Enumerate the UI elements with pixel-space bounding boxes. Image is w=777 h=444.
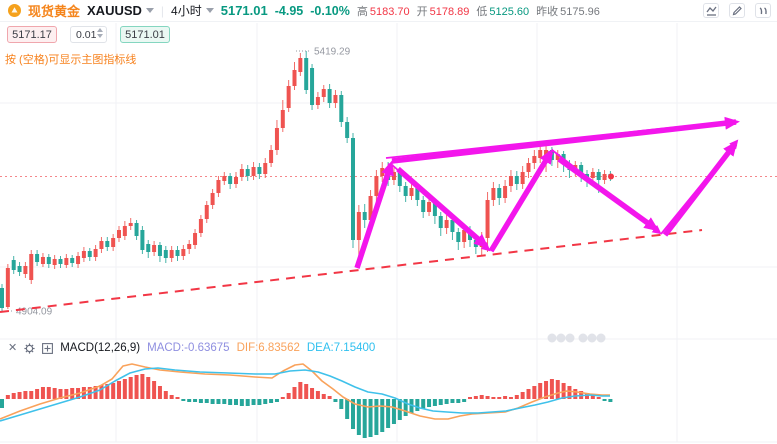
step-value: 0.01 bbox=[76, 28, 97, 41]
last-price: 5171.01 bbox=[220, 3, 268, 18]
gold-coin-icon bbox=[8, 4, 21, 17]
dea-value: DEA:7.15400 bbox=[306, 342, 376, 354]
support-trendline[interactable] bbox=[0, 229, 703, 313]
watermark-dots bbox=[547, 333, 606, 343]
gridlines bbox=[0, 23, 777, 443]
drawing-tools-button[interactable] bbox=[729, 3, 745, 18]
stat-open: 开 5178.89 bbox=[416, 5, 470, 18]
step-up-icon[interactable] bbox=[97, 28, 103, 32]
macd-histogram bbox=[0, 374, 613, 438]
quotes-icon bbox=[759, 6, 767, 14]
quote-header: 现货黄金 XAUUSD | 4小时 5171.01 -4.95 -0.10% 高… bbox=[0, 0, 777, 22]
stepper-arrows bbox=[97, 28, 103, 38]
low-price-label: 4904.09 bbox=[16, 307, 53, 318]
indicator-chart-icon bbox=[705, 6, 717, 16]
pencil-draw-icon bbox=[732, 5, 742, 15]
indicator-chart-button[interactable] bbox=[703, 3, 719, 18]
gear-icon[interactable] bbox=[24, 342, 35, 354]
last-price-dot bbox=[608, 173, 614, 180]
close-icon[interactable]: ✕ bbox=[8, 341, 18, 354]
stat-prev-close: 昨收 5175.96 bbox=[536, 5, 600, 18]
add-panel-icon[interactable] bbox=[42, 342, 54, 354]
order-panel: 5171.17 0.01 5171.01 bbox=[7, 26, 170, 43]
symbol-selector[interactable]: XAUUSD bbox=[87, 3, 154, 18]
step-down-icon[interactable] bbox=[97, 34, 103, 38]
dif-value: DIF:6.83562 bbox=[236, 342, 300, 354]
buy-price-button[interactable]: 5171.01 bbox=[120, 26, 170, 43]
sell-price-button[interactable]: 5171.17 bbox=[7, 26, 57, 43]
dea-line bbox=[0, 367, 610, 422]
macd-value: MACD:-0.63675 bbox=[147, 342, 230, 354]
quantity-stepper[interactable]: 0.01 bbox=[70, 26, 107, 43]
instrument-name: 现货黄金 bbox=[28, 4, 81, 19]
chevron-down-icon bbox=[145, 8, 154, 13]
macd-name: MACD(12,26,9) bbox=[60, 342, 141, 354]
magenta-annotations[interactable] bbox=[354, 116, 740, 269]
macd-header: ✕ MACD(12,26,9) MACD:-0.63675 DIF:6.8356… bbox=[8, 342, 375, 354]
candlestick-series bbox=[0, 51, 613, 311]
stat-high: 高 5183.70 bbox=[356, 5, 410, 18]
quotes-button[interactable] bbox=[755, 3, 771, 18]
stat-low: 低 5125.60 bbox=[476, 5, 530, 18]
dif-line bbox=[0, 363, 610, 420]
spacebar-hint: 按 (空格)可显示主图指标线 bbox=[5, 54, 137, 66]
timeframe-label: 4小时 bbox=[171, 4, 202, 18]
price-change-pct: -0.10% bbox=[310, 3, 350, 18]
high-price-label: 5419.29 bbox=[314, 47, 351, 58]
timeframe-selector[interactable]: 4小时 bbox=[171, 2, 214, 19]
divider: | bbox=[160, 3, 165, 18]
symbol-label: XAUUSD bbox=[87, 3, 142, 18]
chevron-down-icon bbox=[205, 8, 214, 13]
price-labels: 5419.29 4904.09 bbox=[2, 47, 351, 318]
price-change: -4.95 bbox=[274, 3, 304, 18]
